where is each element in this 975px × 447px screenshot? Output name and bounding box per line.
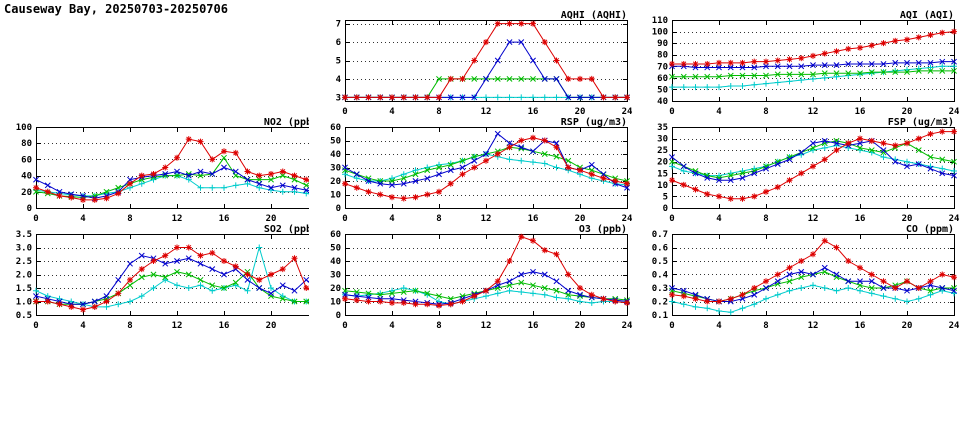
chart-no2-canvas <box>0 117 330 229</box>
chart-panel-fsp <box>636 117 966 229</box>
chart-so2-canvas <box>0 224 330 336</box>
chart-fsp-canvas <box>636 117 966 229</box>
chart-panel-co <box>636 224 966 336</box>
chart-panel-o3 <box>309 224 639 336</box>
chart-panel-rsp <box>309 117 639 229</box>
chart-aqhi-canvas <box>309 10 639 122</box>
chart-aqi-canvas <box>636 10 966 122</box>
chart-panel-aqhi <box>309 10 639 122</box>
chart-panel-so2 <box>0 224 330 336</box>
chart-o3-canvas <box>309 224 639 336</box>
chart-panel-aqi <box>636 10 966 122</box>
page-title: Causeway Bay, 20250703-20250706 <box>4 2 228 16</box>
chart-panel-no2 <box>0 117 330 229</box>
chart-co-canvas <box>636 224 966 336</box>
chart-rsp-canvas <box>309 117 639 229</box>
